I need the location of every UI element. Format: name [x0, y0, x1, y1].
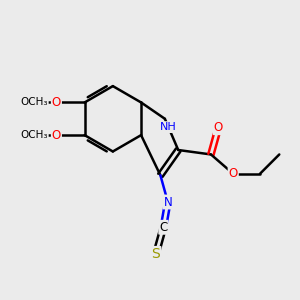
Text: C: C	[159, 221, 167, 234]
Text: O: O	[229, 167, 238, 180]
Text: OCH₃: OCH₃	[20, 98, 48, 107]
Text: N: N	[164, 196, 172, 208]
Text: O: O	[52, 96, 61, 109]
Text: OCH₃: OCH₃	[20, 130, 48, 140]
Text: S: S	[152, 247, 160, 261]
Text: O: O	[52, 129, 61, 142]
Text: NH: NH	[160, 122, 177, 132]
Text: O: O	[214, 121, 223, 134]
